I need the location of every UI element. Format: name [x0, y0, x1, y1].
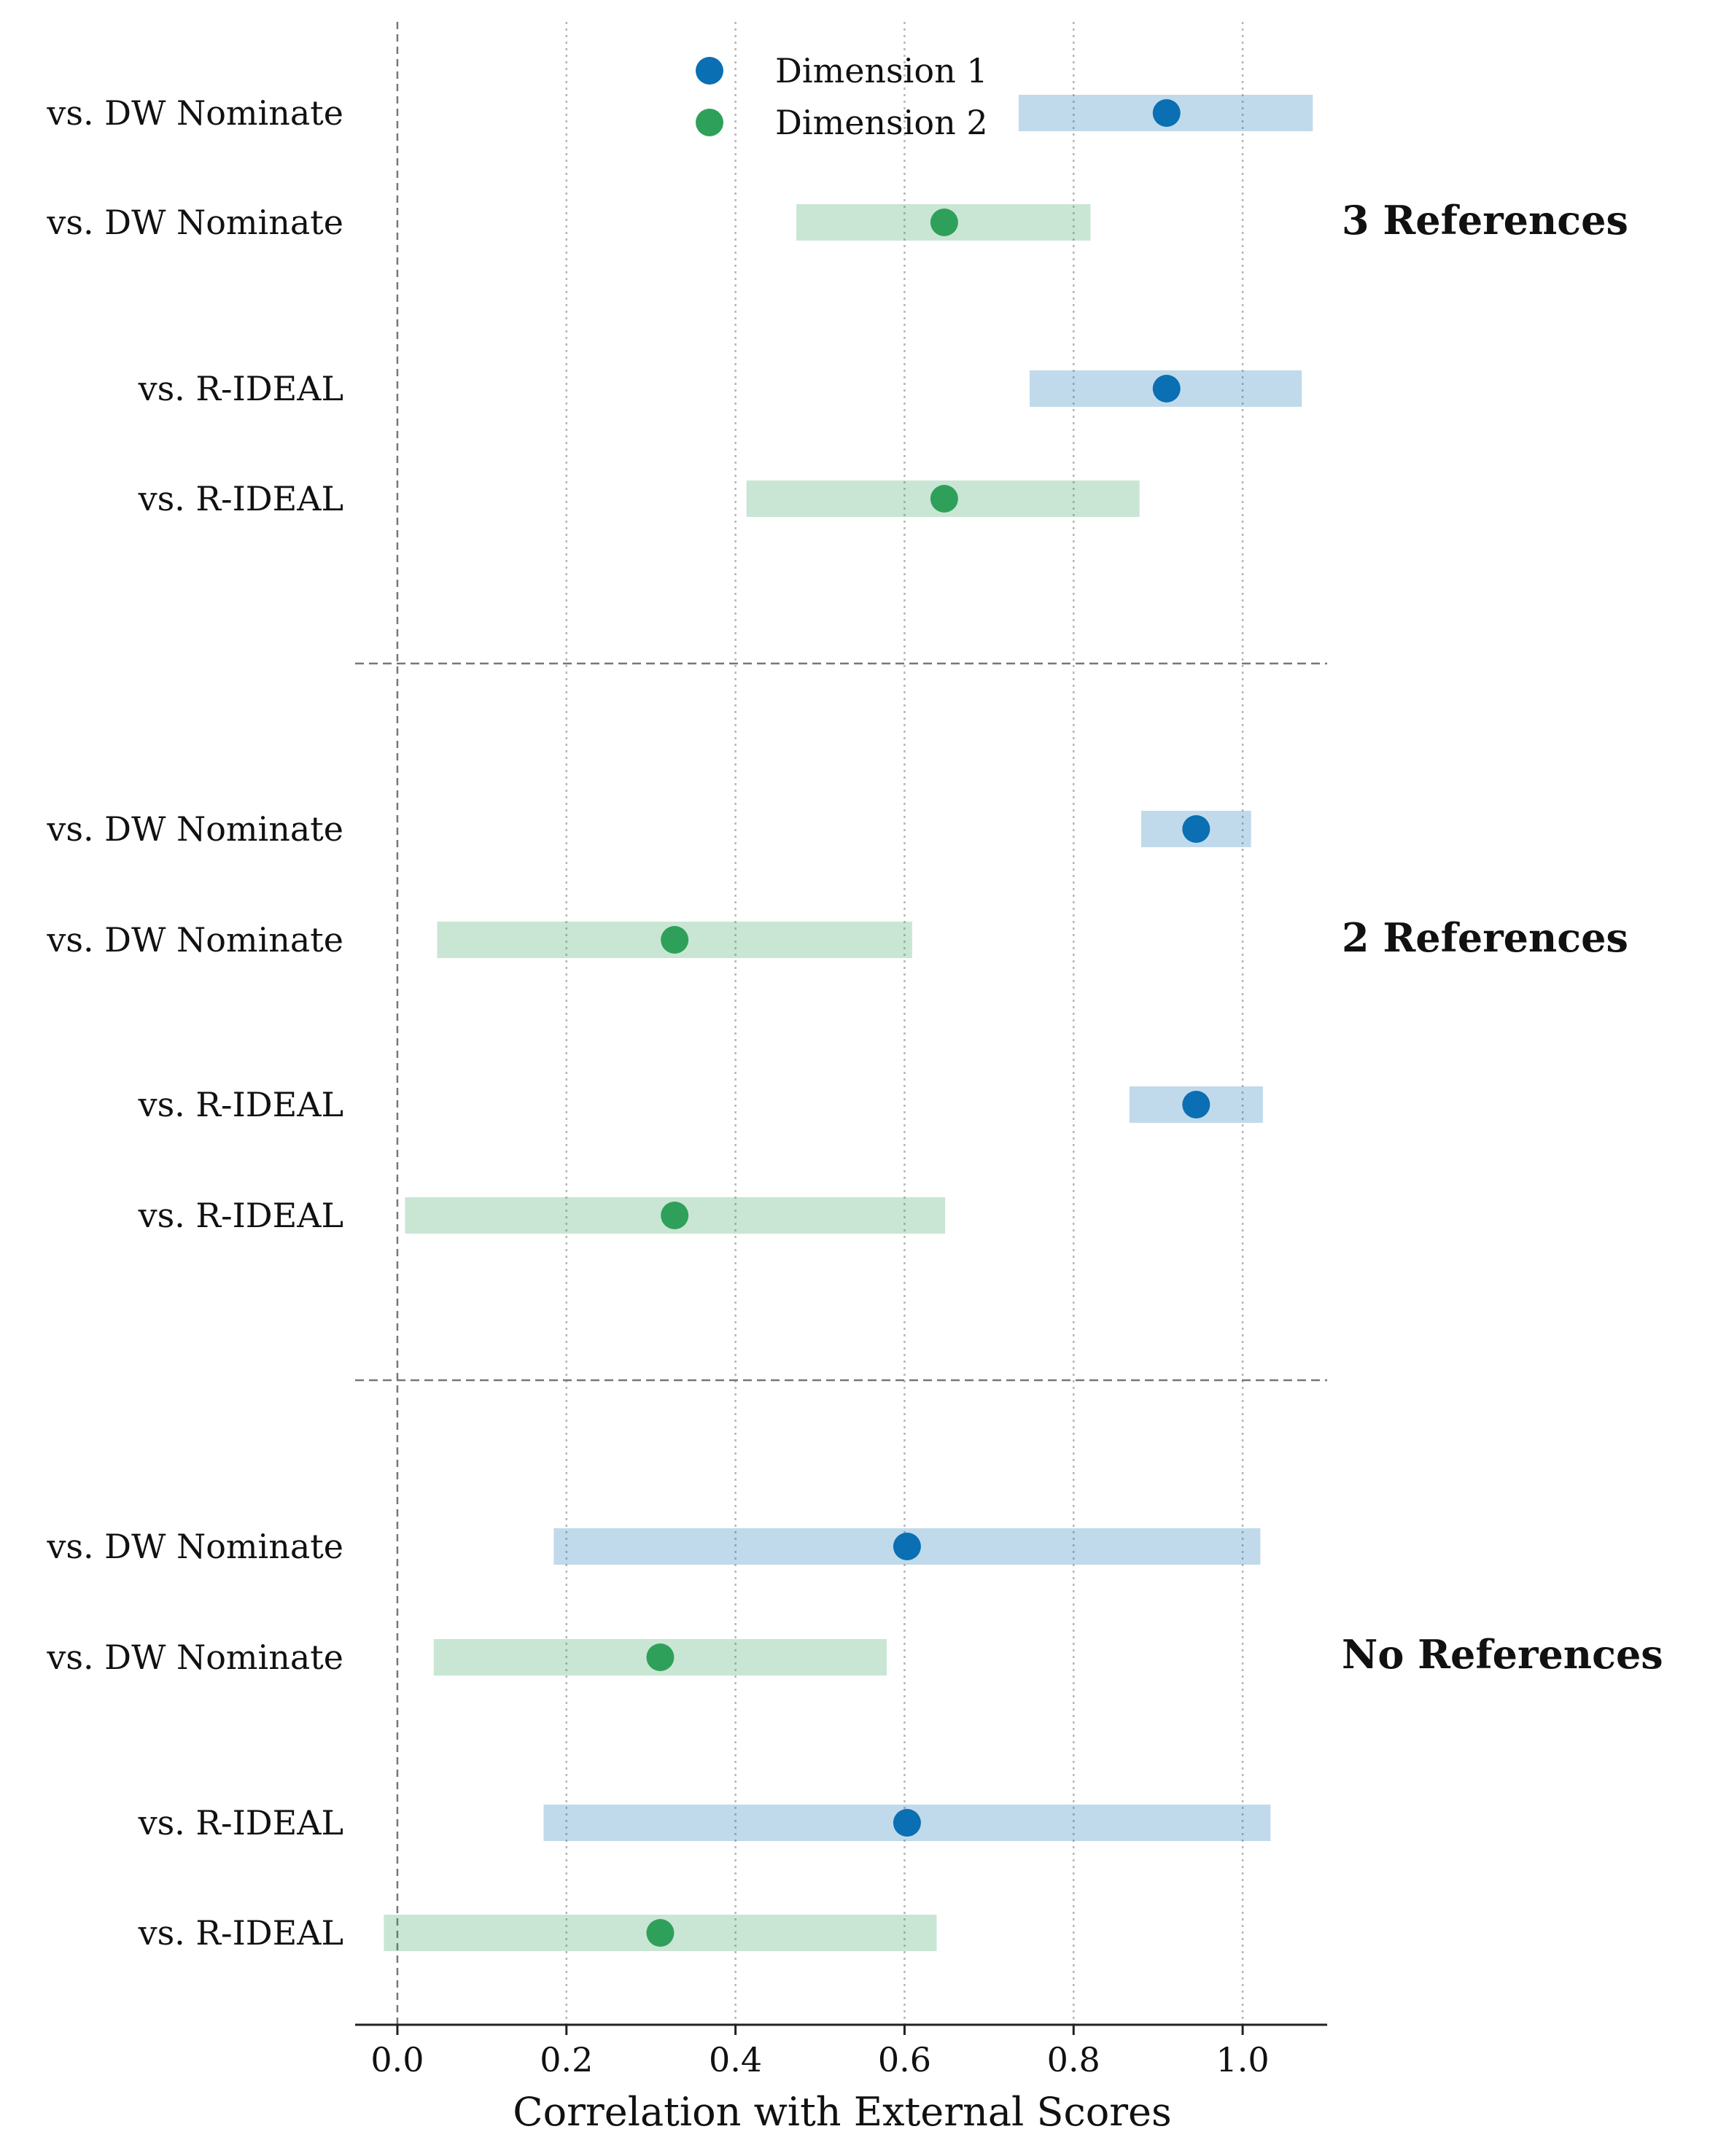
point-marker — [930, 485, 958, 513]
legend-marker — [696, 109, 723, 136]
row-label: vs. R-IDEAL — [138, 479, 343, 518]
point-marker — [646, 1643, 675, 1671]
point-marker — [646, 1919, 675, 1947]
point-marker — [930, 209, 958, 236]
row-label: vs. DW Nominate — [46, 920, 343, 960]
group-label: 2 References — [1342, 914, 1628, 961]
point-markers — [646, 99, 1210, 1947]
group-label: No References — [1342, 1631, 1663, 1678]
row-label: vs. DW Nominate — [46, 203, 343, 242]
x-tick-label: 0.6 — [878, 2040, 931, 2079]
row-label: vs. R-IDEAL — [138, 1085, 343, 1124]
row-label: vs. DW Nominate — [46, 93, 343, 133]
x-tick-label: 0.2 — [540, 2040, 593, 2079]
legend-label: Dimension 2 — [775, 103, 988, 142]
point-marker — [661, 926, 689, 954]
x-tick-label: 1.0 — [1216, 2040, 1270, 2079]
point-marker — [1152, 375, 1181, 402]
grid-layer — [355, 22, 1327, 2025]
x-axis-label: Correlation with External Scores — [513, 2089, 1171, 2135]
row-label: vs. DW Nominate — [46, 1527, 343, 1566]
legend: Dimension 1 Dimension 2 — [696, 51, 988, 142]
row-label: vs. R-IDEAL — [138, 369, 343, 408]
point-marker — [1182, 1091, 1210, 1118]
group-labels: 3 References 2 References No References — [1342, 197, 1663, 1678]
point-marker — [1182, 815, 1210, 843]
row-label: vs. R-IDEAL — [138, 1196, 343, 1235]
interval-bars — [384, 95, 1313, 1951]
row-labels: vs. DW Nominate vs. DW Nominate vs. R-IDEA… — [46, 93, 343, 1953]
point-marker — [893, 1533, 921, 1560]
legend-marker — [696, 57, 723, 85]
row-label: vs. R-IDEAL — [138, 1913, 343, 1953]
x-tick-label: 0.4 — [709, 2040, 762, 2079]
x-tick-label: 0.8 — [1047, 2040, 1100, 2079]
group-label: 3 References — [1342, 197, 1628, 244]
row-label: vs. DW Nominate — [46, 1638, 343, 1677]
point-marker — [893, 1809, 921, 1837]
x-tick-label: 0.0 — [370, 2040, 424, 2079]
point-marker — [1152, 99, 1181, 127]
x-axis: 0.0 0.2 0.4 0.6 0.8 1.0 — [355, 2023, 1327, 2079]
legend-label: Dimension 1 — [775, 51, 988, 90]
point-marker — [661, 1202, 689, 1229]
row-label: vs. DW Nominate — [46, 809, 343, 849]
row-label: vs. R-IDEAL — [138, 1803, 343, 1842]
